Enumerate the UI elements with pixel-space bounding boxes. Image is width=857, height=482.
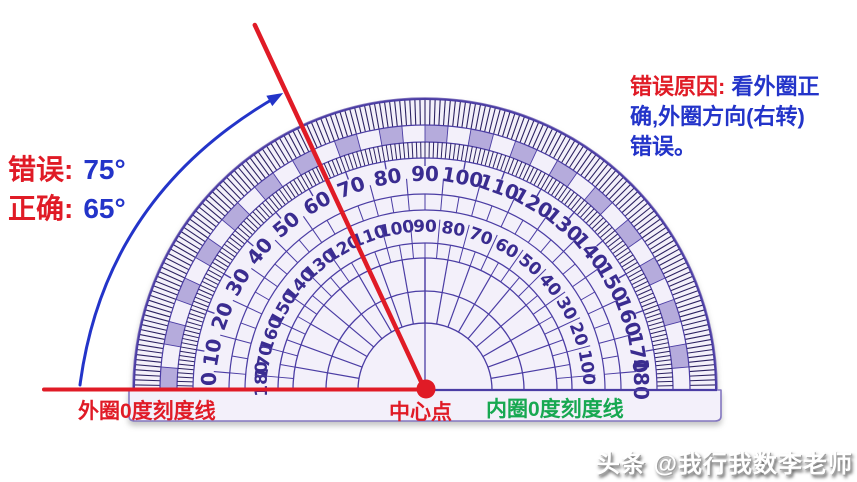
wrong-reading-value: 75° — [83, 154, 126, 185]
center-point-callout: 中心点 — [389, 401, 452, 424]
svg-text:10: 10 — [198, 337, 226, 369]
correct-reading-label: 正确: — [8, 193, 74, 224]
svg-text:10: 10 — [574, 348, 598, 375]
angle-readings: 错误: 75° 正确: 65° — [8, 150, 126, 228]
error-reason-line2: 确,外圈方向(右转) — [630, 104, 805, 129]
angle-slanted-ray — [252, 22, 428, 393]
outer-zero-line-callout: 外圈0度刻度线 — [78, 400, 216, 423]
svg-text:180: 180 — [629, 358, 653, 400]
wrong-reading-label: 错误: — [8, 154, 74, 185]
svg-text:0: 0 — [197, 372, 221, 386]
center-point-dot — [416, 379, 436, 399]
error-reason-line1: 看外圈正 — [731, 74, 820, 99]
correct-reading-row: 正确: 65° — [8, 189, 126, 228]
inner-degree-tick-ring — [177, 142, 673, 391]
error-reason-note: 错误原因: 看外圈正 确,外圈方向(右转) 错误。 — [630, 72, 857, 162]
arrowhead-icon — [266, 93, 284, 107]
correct-reading-value: 65° — [83, 193, 126, 224]
outer-degree-tick-ring — [133, 98, 717, 391]
watermark-text: 头条 @我行我数李老师 — [595, 451, 853, 478]
error-reason-heading: 错误原因: — [630, 74, 726, 99]
wrong-reading-row: 错误: 75° — [8, 150, 126, 189]
svg-text:90: 90 — [411, 162, 439, 186]
svg-text:90: 90 — [413, 217, 437, 237]
error-reason-line3: 错误。 — [630, 134, 697, 159]
inner-degree-web — [254, 219, 596, 391]
svg-text:80: 80 — [440, 218, 467, 242]
angle-arc-arrow — [78, 93, 284, 387]
inner-zero-line-callout: 内圈0度刻度线 — [486, 398, 624, 421]
svg-text:80: 80 — [372, 163, 404, 191]
